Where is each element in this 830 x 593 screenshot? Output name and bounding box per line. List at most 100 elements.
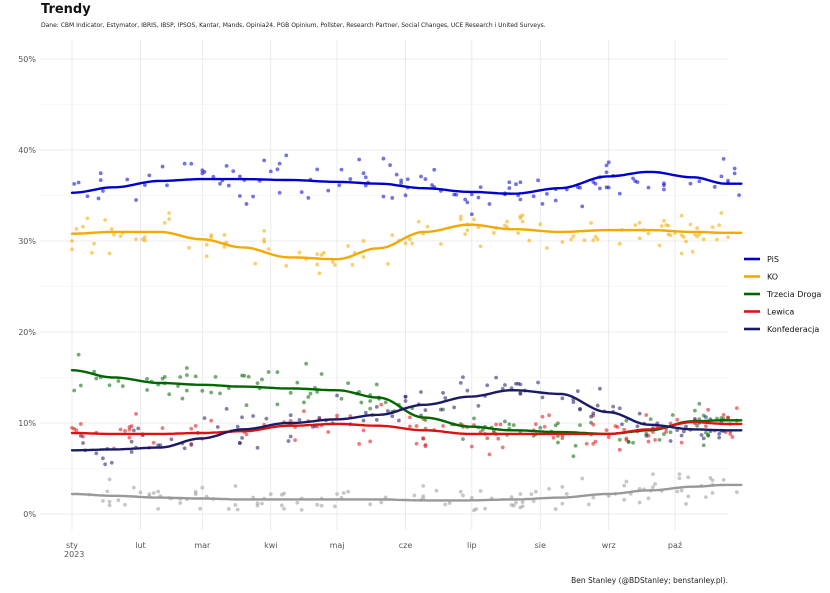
poll-point xyxy=(692,408,697,413)
poll-point xyxy=(679,433,684,438)
poll-point xyxy=(494,422,498,427)
poll-point xyxy=(476,403,481,408)
poll-point xyxy=(419,174,423,179)
poll-point xyxy=(469,192,474,197)
poll-point xyxy=(131,428,136,433)
poll-point xyxy=(511,423,516,428)
poll-point xyxy=(414,424,419,428)
poll-point xyxy=(573,443,578,448)
poll-point xyxy=(348,177,353,181)
poll-point xyxy=(531,499,536,504)
poll-point xyxy=(211,174,216,179)
poll-point xyxy=(319,503,324,508)
poll-point xyxy=(363,183,368,188)
poll-point xyxy=(182,161,187,166)
poll-point xyxy=(368,502,373,507)
x-tick-label: maj xyxy=(330,541,345,550)
poll-point xyxy=(540,414,545,419)
poll-point xyxy=(262,229,267,233)
poll-point xyxy=(712,185,717,189)
poll-point xyxy=(167,217,172,221)
chart-title: Trendy xyxy=(41,2,91,17)
poll-point xyxy=(189,442,194,446)
poll-point xyxy=(374,404,379,409)
poll-point xyxy=(120,384,125,389)
poll-point xyxy=(335,413,339,418)
poll-point xyxy=(262,237,267,242)
poll-point xyxy=(653,438,658,442)
poll-point xyxy=(514,500,518,505)
poll-point xyxy=(715,237,719,242)
poll-point xyxy=(306,196,311,200)
poll-point xyxy=(266,247,271,252)
poll-point xyxy=(533,422,538,427)
poll-point xyxy=(507,186,512,190)
poll-point xyxy=(518,216,523,220)
x-tick-label: mar xyxy=(194,541,211,550)
poll-point xyxy=(646,185,651,190)
poll-point xyxy=(262,158,267,163)
poll-point xyxy=(507,180,512,185)
poll-point xyxy=(518,391,523,395)
poll-point xyxy=(540,395,545,400)
poll-point xyxy=(116,498,121,503)
poll-point xyxy=(317,415,322,420)
poll-point xyxy=(659,224,664,228)
poll-point xyxy=(403,394,408,399)
poll-point xyxy=(553,423,558,428)
poll-point xyxy=(591,238,596,242)
poll-point xyxy=(556,440,560,445)
poll-point xyxy=(176,384,180,388)
poll-point xyxy=(226,183,231,188)
poll-point xyxy=(381,194,386,199)
y-tick-label: 0% xyxy=(23,510,36,519)
poll-point xyxy=(326,188,331,193)
x-tick-label: cze xyxy=(399,541,413,550)
poll-point xyxy=(529,492,534,496)
poll-point xyxy=(105,489,110,494)
poll-point xyxy=(520,500,525,505)
poll-point xyxy=(306,395,311,399)
poll-point xyxy=(101,456,105,461)
poll-point xyxy=(582,238,587,243)
poll-point xyxy=(514,182,518,187)
poll-point xyxy=(315,167,320,172)
poll-point xyxy=(591,422,596,427)
poll-point xyxy=(679,251,684,256)
poll-point xyxy=(668,439,673,443)
poll-point xyxy=(332,262,337,267)
poll-point xyxy=(518,382,523,387)
poll-point xyxy=(390,196,395,200)
poll-point xyxy=(293,438,297,443)
poll-point xyxy=(288,434,293,439)
poll-point xyxy=(538,222,543,227)
trend-line xyxy=(70,223,743,261)
poll-point xyxy=(571,454,576,459)
poll-point xyxy=(103,462,108,467)
poll-point xyxy=(662,218,666,223)
poll-point xyxy=(461,493,465,498)
poll-point xyxy=(184,388,189,393)
poll-point xyxy=(116,379,121,383)
poll-point xyxy=(732,166,737,171)
poll-point xyxy=(286,439,291,443)
poll-point xyxy=(598,186,602,191)
poll-point xyxy=(452,405,457,410)
poll-point xyxy=(94,376,99,381)
poll-point xyxy=(240,373,244,378)
poll-point xyxy=(70,239,74,243)
poll-point xyxy=(681,235,686,239)
poll-point xyxy=(538,425,543,430)
poll-point xyxy=(103,218,108,222)
poll-point xyxy=(160,426,165,431)
poll-point xyxy=(266,370,271,374)
poll-point xyxy=(542,424,547,429)
poll-point xyxy=(297,250,302,255)
poll-point xyxy=(423,408,428,413)
poll-point xyxy=(434,488,439,493)
poll-point xyxy=(319,253,324,257)
y-tick-label: 10% xyxy=(18,419,36,428)
poll-point xyxy=(503,419,507,424)
poll-point xyxy=(584,441,589,446)
poll-point xyxy=(127,427,132,432)
